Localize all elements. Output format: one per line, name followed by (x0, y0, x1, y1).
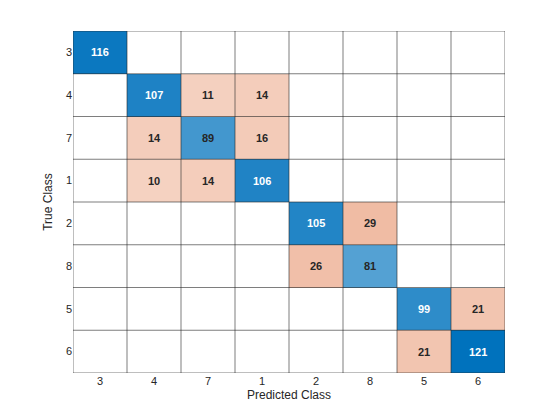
svg-text:116: 116 (91, 46, 109, 58)
svg-text:26: 26 (310, 260, 322, 272)
svg-text:2: 2 (313, 375, 319, 387)
svg-text:5: 5 (421, 375, 427, 387)
svg-text:4: 4 (151, 375, 157, 387)
svg-text:True Class: True Class (41, 173, 55, 231)
svg-text:14: 14 (148, 132, 161, 144)
svg-text:11: 11 (202, 89, 214, 101)
svg-text:8: 8 (66, 260, 72, 272)
svg-text:105: 105 (307, 217, 325, 229)
svg-text:21: 21 (472, 303, 484, 315)
svg-text:1: 1 (66, 174, 72, 186)
svg-text:16: 16 (256, 132, 268, 144)
svg-text:21: 21 (418, 346, 430, 358)
svg-text:121: 121 (469, 346, 487, 358)
svg-text:6: 6 (475, 375, 481, 387)
svg-text:6: 6 (66, 345, 72, 357)
svg-text:107: 107 (145, 89, 163, 101)
svg-text:7: 7 (205, 375, 211, 387)
svg-text:8: 8 (367, 375, 373, 387)
svg-text:3: 3 (66, 46, 72, 58)
svg-text:10: 10 (148, 175, 160, 187)
svg-text:14: 14 (256, 89, 269, 101)
svg-text:29: 29 (364, 217, 376, 229)
svg-text:106: 106 (253, 175, 271, 187)
svg-text:Predicted Class: Predicted Class (247, 388, 331, 402)
svg-text:3: 3 (97, 375, 103, 387)
svg-text:7: 7 (66, 132, 72, 144)
svg-text:14: 14 (202, 175, 215, 187)
svg-text:89: 89 (202, 132, 214, 144)
svg-text:81: 81 (364, 260, 376, 272)
svg-text:2: 2 (66, 217, 72, 229)
svg-text:4: 4 (66, 89, 72, 101)
svg-text:1: 1 (259, 375, 265, 387)
svg-text:5: 5 (66, 303, 72, 315)
svg-text:99: 99 (418, 303, 430, 315)
